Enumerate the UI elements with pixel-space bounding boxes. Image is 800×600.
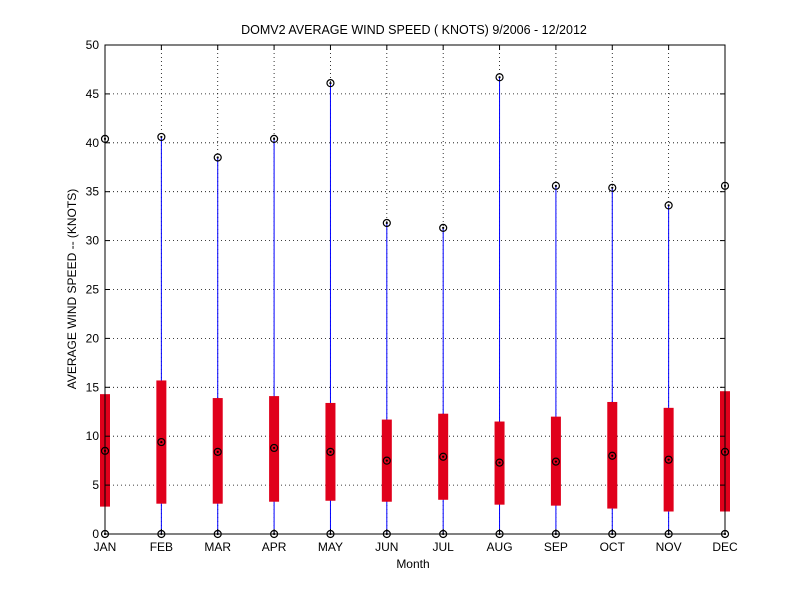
y-tick-label: 25 xyxy=(86,283,100,297)
max-marker xyxy=(213,153,222,162)
median-marker-dot xyxy=(216,450,219,453)
median-marker-dot xyxy=(385,459,388,462)
max-marker xyxy=(664,201,673,210)
max-marker xyxy=(439,223,448,232)
box-aug xyxy=(494,77,505,534)
x-tick-label: JUL xyxy=(433,540,455,554)
max-marker-dot xyxy=(442,226,445,229)
max-marker-dot xyxy=(329,82,332,85)
plot-area xyxy=(100,73,730,539)
median-marker xyxy=(439,452,448,461)
median-marker-dot xyxy=(498,461,501,464)
x-tick-label: FEB xyxy=(150,540,173,554)
median-marker-dot xyxy=(329,450,332,453)
y-tick-label: 30 xyxy=(86,234,100,248)
max-marker-dot xyxy=(667,204,670,207)
median-marker-dot xyxy=(667,458,670,461)
x-tick-label: MAR xyxy=(204,540,231,554)
median-marker xyxy=(608,451,617,460)
box-jul xyxy=(438,227,449,534)
max-marker xyxy=(551,181,561,190)
box-mar xyxy=(212,157,223,534)
max-marker-dot xyxy=(498,76,501,79)
median-marker xyxy=(551,457,561,466)
median-marker-dot xyxy=(272,446,276,450)
median-marker xyxy=(157,437,166,447)
axis-ticks: 0 5 10 15 20 25 30 35 40 45 50 JAN FEB MAR APR MAY JUN JU… xyxy=(86,38,738,554)
max-marker-dot xyxy=(272,137,276,140)
y-tick-label: 35 xyxy=(86,185,100,199)
median-marker-dot xyxy=(442,455,445,458)
median-marker xyxy=(269,443,279,453)
chart-title: DOMV2 AVERAGE WIND SPEED ( KNOTS) 9/2006… xyxy=(241,23,587,37)
box-oct xyxy=(607,187,618,534)
max-marker-dot xyxy=(611,186,614,189)
y-tick-label: 10 xyxy=(86,429,100,443)
max-marker xyxy=(269,134,279,143)
box-apr xyxy=(269,138,280,534)
median-marker-dot xyxy=(160,440,163,444)
box-jun xyxy=(381,222,392,534)
median-marker xyxy=(664,455,673,464)
max-marker-dot xyxy=(216,156,219,159)
x-axis-label: Month xyxy=(396,557,429,571)
x-tick-label: NOV xyxy=(656,540,682,554)
x-tick-label: AUG xyxy=(487,540,513,554)
box-nov xyxy=(663,205,674,534)
x-tick-label: APR xyxy=(262,540,287,554)
y-tick-label: 0 xyxy=(92,527,99,541)
box-feb xyxy=(156,136,167,534)
box-may xyxy=(325,83,336,534)
median-marker xyxy=(326,447,335,456)
y-tick-label: 5 xyxy=(92,478,99,492)
max-marker xyxy=(608,183,617,192)
median-marker-dot xyxy=(554,460,558,463)
x-tick-label: DEC xyxy=(712,540,738,554)
max-marker-dot xyxy=(385,221,388,225)
max-marker-dot xyxy=(554,184,558,187)
y-tick-label: 45 xyxy=(86,87,100,101)
median-marker xyxy=(495,458,504,467)
grid-lines xyxy=(105,45,725,534)
x-tick-label: JAN xyxy=(94,540,117,554)
median-marker xyxy=(382,456,391,465)
y-tick-label: 40 xyxy=(86,136,100,150)
y-tick-label: 15 xyxy=(86,380,100,394)
x-tick-label: MAY xyxy=(318,540,343,554)
y-axis-label: AVERAGE WIND SPEED -- (KNOTS) xyxy=(65,189,79,389)
median-marker xyxy=(213,447,222,456)
x-tick-label: JUN xyxy=(375,540,398,554)
y-tick-label: 20 xyxy=(86,331,100,345)
max-marker-dot xyxy=(160,135,163,139)
y-tick-label: 50 xyxy=(86,38,100,52)
max-marker xyxy=(326,79,335,88)
box-sep xyxy=(550,185,561,534)
median-marker-dot xyxy=(611,454,614,457)
x-tick-label: SEP xyxy=(544,540,568,554)
max-marker xyxy=(157,132,166,142)
x-tick-label: OCT xyxy=(600,540,626,554)
max-marker xyxy=(382,218,391,228)
max-marker xyxy=(495,73,504,82)
